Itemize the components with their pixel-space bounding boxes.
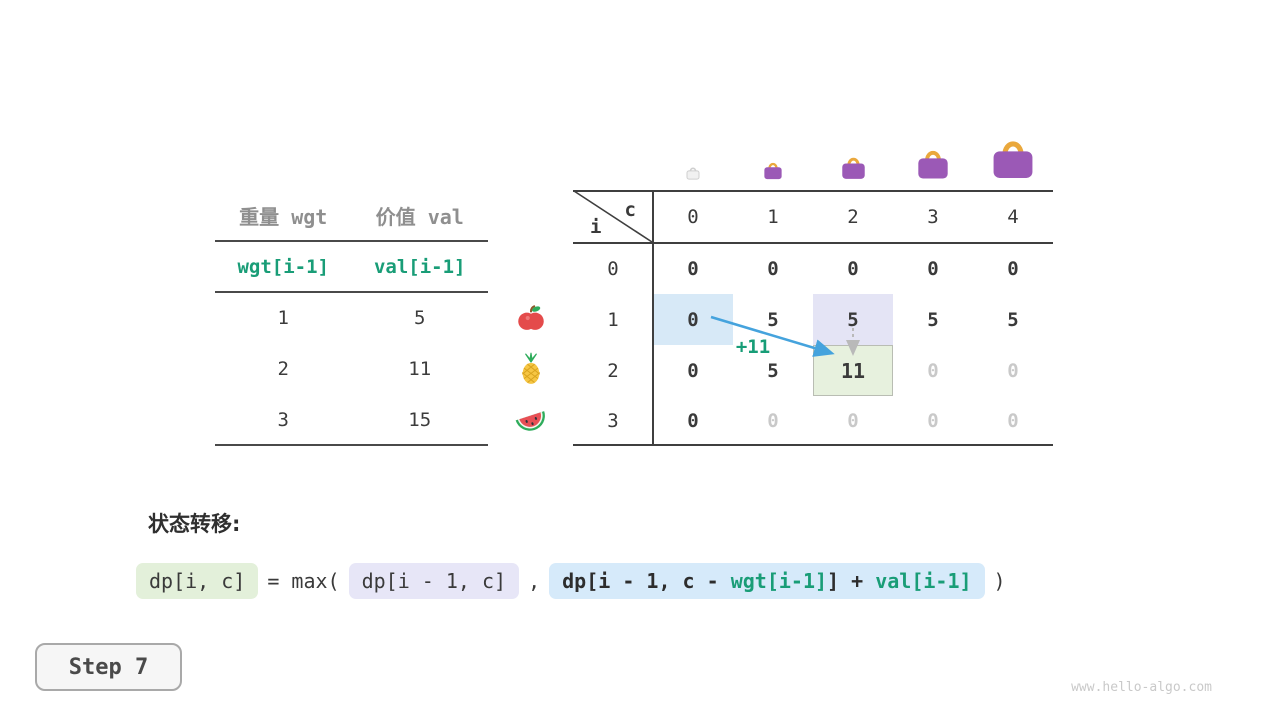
skip-option-chip: dp[i - 1, c] [348,563,520,599]
dp-cell-0-3: 0 [927,257,939,280]
bag-capacity-4-icon [973,124,1053,182]
item-row-1: 1 5 [215,292,488,343]
items-table-bottom-divider [215,444,488,446]
dp-row-header-3: 3 [607,410,619,432]
dp-col-header-4: 4 [1007,205,1019,228]
dp-cell-0-1: 0 [767,257,779,280]
dp-cell-3-3: 0 [927,410,939,432]
item-1-weight: 1 [277,306,289,329]
items-table-header-row: 重量 wgt 价值 val [215,190,488,241]
dp-cell-1-3: 5 [927,308,939,331]
weight-column-header: 重量 wgt [239,205,328,229]
apple-icon [511,292,551,343]
take-option-val: val[i-1] [875,569,972,593]
equals-max-text: = max( [267,569,340,593]
item-2-value: 11 [408,357,432,380]
item-1-value: 5 [414,306,426,329]
dp-corner-cell: c i [573,190,653,243]
item-2-weight: 2 [277,357,289,380]
pineapple-icon [511,343,551,394]
bag-capacity-1-icon [733,124,813,182]
dp-col-header-2: 2 [847,205,859,228]
dp-row-header-2: 2 [607,359,619,382]
take-option-chip: dp[i - 1, c - wgt[i-1]] + val[i-1] [549,563,985,599]
weight-formula-label: wgt[i-1] [237,255,329,278]
dp-col-header-0: 0 [687,205,699,228]
items-table-subheader-divider [215,291,488,293]
item-axis-label: i [590,216,602,238]
dp-row-header-0: 0 [607,257,619,280]
dp-cell-2-0: 0 [687,359,699,382]
items-table: 重量 wgt 价值 val wgt[i-1] val[i-1] 1 5 2 11… [215,190,488,446]
dp-table-bottom-rule [573,444,1053,446]
dp-cell-3-1: 0 [767,410,779,432]
transition-title: 状态转移: [148,512,241,536]
corner-diagonal-line [573,190,653,243]
dp-cell-0-2: 0 [847,257,859,280]
dp-cell-0-0: 0 [687,257,699,280]
value-column-header: 价值 val [375,205,464,229]
value-formula-label: val[i-1] [373,255,466,278]
dp-cell-2-2-current-highlight: 11 [813,345,893,396]
take-option-part1: dp[i - 1, c - [562,569,731,593]
dp-col-header-3: 3 [927,205,939,228]
step-badge: Step 7 [35,643,182,691]
close-paren-text: ) [993,569,1006,593]
item-row-3: 3 15 [215,394,488,445]
item-icons-column [511,292,551,445]
dp-cell-2-3: 0 [927,359,939,382]
watermelon-icon [511,394,551,445]
capacity-axis-label: c [624,199,636,221]
site-watermark: www.hello-algo.com [1071,680,1212,695]
dp-cell-3-0: 0 [687,410,699,432]
arrow-value-label: +11 [735,336,771,358]
items-table-header-divider [215,240,488,242]
dp-table-header-rule [573,242,1053,244]
item-3-value: 15 [408,408,432,431]
dp-table-top-rule [573,190,1053,192]
item-3-weight: 3 [277,408,289,431]
dp-row-header-1: 1 [607,308,619,331]
items-table-subheader-row: wgt[i-1] val[i-1] [215,241,488,292]
bag-capacity-2-icon [813,124,893,182]
dp-table: c i 0 1 2 3 4 0 0 0 0 0 0 1 0 5 5 5 5 2 … [573,190,1053,446]
bag-spacer [573,124,653,182]
dp-cell-2-1: 5 [767,359,779,382]
comma-text: , [528,569,541,593]
item-row-2: 2 11 [215,343,488,394]
take-option-wgt: wgt[i-1] [730,569,828,593]
dp-cell-3-2: 0 [847,410,859,432]
current-state-chip: dp[i, c] [136,563,259,599]
capacity-bags-row [573,124,1053,182]
bag-capacity-3-icon [893,124,973,182]
dp-cell-3-4: 0 [1007,410,1019,432]
dp-cell-2-4: 0 [1007,359,1019,382]
dp-cell-0-4: 0 [1007,257,1019,280]
dp-table-vertical-rule [652,190,654,446]
transition-formula: dp[i, c] = max( dp[i - 1, c] , dp[i - 1,… [136,560,1006,602]
dp-cell-1-4: 5 [1007,308,1019,331]
dp-col-header-1: 1 [767,205,779,228]
dp-cell-1-2-prev-highlight: 5 [813,294,893,345]
empty-bag-icon [653,124,733,182]
take-option-part2: ] + [827,569,876,593]
